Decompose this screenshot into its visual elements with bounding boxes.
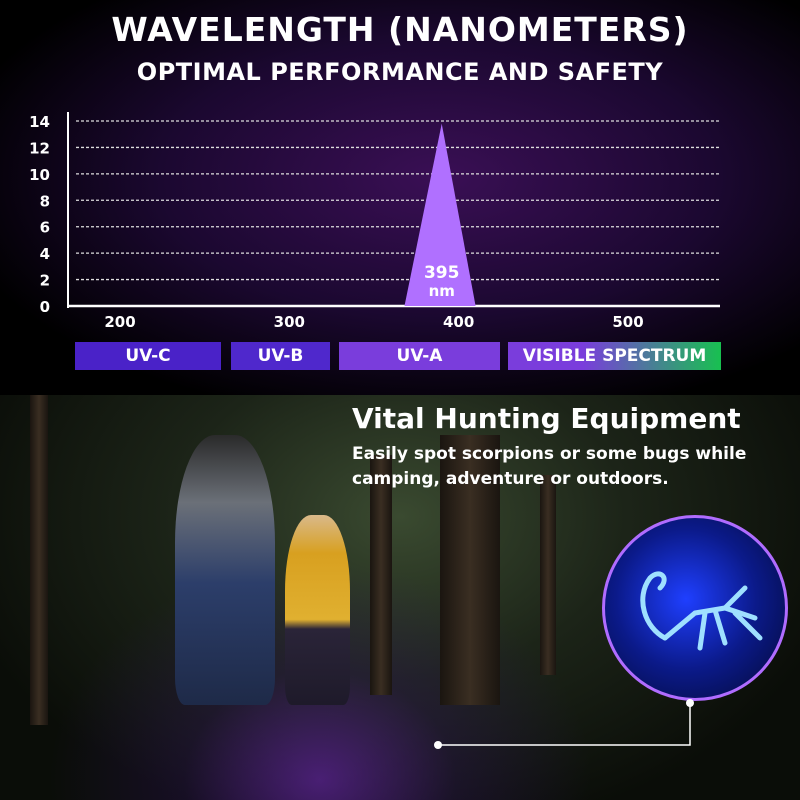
peak-label-value: 395 [424,263,460,283]
tree [440,435,500,705]
man-figure [175,435,275,705]
y-tick-label: 14 [29,113,50,131]
spectrum-peak [404,123,476,306]
tree [30,395,48,725]
y-tick-label: 0 [40,298,50,316]
y-tick-label: 4 [40,245,50,263]
band-uv-a: UV-A [339,342,500,370]
y-tick-label: 2 [40,272,50,290]
y-tick-label: 6 [40,219,50,237]
chart-subtitle: OPTIMAL PERFORMANCE AND SAFETY [136,58,664,86]
y-tick-label: 8 [40,192,50,210]
band-uv-b: UV-B [231,342,330,370]
peak-label-unit: nm [429,282,455,300]
band-visible-spectrum: VISIBLE SPECTRUM [508,342,721,370]
x-tick-label: 200 [104,313,135,331]
chart-panel: WAVELENGTH (NANOMETERS) OPTIMAL PERFORMA… [0,0,800,395]
tree [540,475,556,675]
x-tick-label: 500 [612,313,643,331]
promo-headline: Vital Hunting Equipment [352,402,741,435]
scorpion-icon [640,571,763,651]
x-tick-label: 400 [443,313,474,331]
promo-description: Easily spot scorpions or some bugs while… [352,444,747,489]
x-tick-label: 300 [274,313,305,331]
y-tick-label: 12 [29,139,50,157]
band-uv-c: UV-C [75,342,221,370]
tree [370,455,392,695]
chart-title: WAVELENGTH (NANOMETERS) [111,10,689,49]
scorpion-inset [602,515,788,701]
child-figure [285,515,350,705]
y-tick-label: 10 [29,166,50,184]
